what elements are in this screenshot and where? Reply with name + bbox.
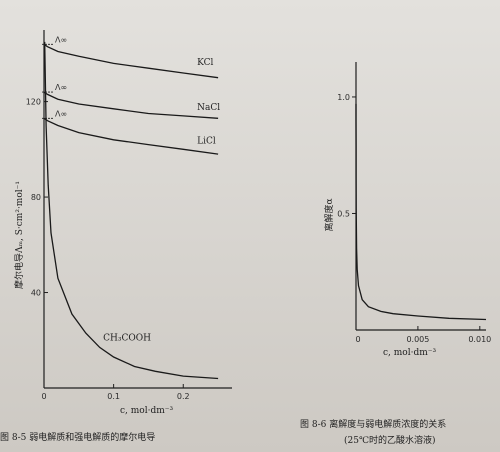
series-line-dissociation — [355, 103, 487, 321]
limit-annotation: Λ∞ — [55, 109, 67, 118]
right-chart-caption-line1: 图 8-6 离解度与弱电解质浓度的关系 — [300, 418, 446, 430]
right-x-tick-label: 0.005 — [406, 335, 429, 344]
limit-annotation: Λ∞ — [55, 35, 67, 44]
right-x-axis-label: c, mol·dm⁻³ — [383, 348, 437, 358]
left-x-axis-label: c, mol·dm⁻³ — [120, 406, 174, 416]
left-y-tick-label: 80 — [31, 193, 41, 202]
limit-annotation: Λ∞ — [55, 83, 67, 92]
left-x-tick-label: 0.1 — [107, 392, 120, 401]
series-line-licl — [43, 117, 219, 155]
right-y-tick-label: 1.0 — [337, 93, 350, 102]
left-y-tick-label: 40 — [31, 289, 41, 298]
series-line-nacl — [43, 91, 219, 119]
series-label: LiCl — [197, 136, 216, 146]
left-x-tick-label: 0.2 — [177, 392, 190, 401]
left-x-tick-label: 0 — [41, 392, 46, 401]
left-y-axis-label: 摩尔电导Λₘ, S·cm²·mol⁻¹ — [13, 181, 25, 289]
left-chart-caption: 图 8-5 弱电解质和强电解质的摩尔电导 — [0, 431, 155, 443]
left-y-tick-label: 120 — [26, 98, 41, 107]
series-line-chcooh — [44, 41, 219, 380]
right-y-axis-label: 离解度α — [323, 198, 335, 231]
series-label: KCl — [197, 58, 213, 68]
right-chart: 0.5 1.0 0 0.005 0.010 c, mol·dm⁻³ 离解度α 图 8-… — [300, 62, 491, 446]
right-x-tick-label: 0 — [355, 335, 360, 344]
series-line-kcl — [43, 43, 219, 79]
series-label: NaCl — [197, 103, 220, 113]
right-y-tick-label: 0.5 — [337, 209, 350, 218]
right-x-tick-label: 0.010 — [468, 335, 491, 344]
right-chart-caption-line2: (25℃时的乙酸水溶液) — [344, 434, 436, 446]
series-label: CH₃COOH — [103, 333, 151, 343]
left-chart: 40 80 120 0 0.1 0.2 KCl NaCl LiCl CH₃COOH Λ∞ Λ∞ Λ∞… — [0, 30, 232, 443]
